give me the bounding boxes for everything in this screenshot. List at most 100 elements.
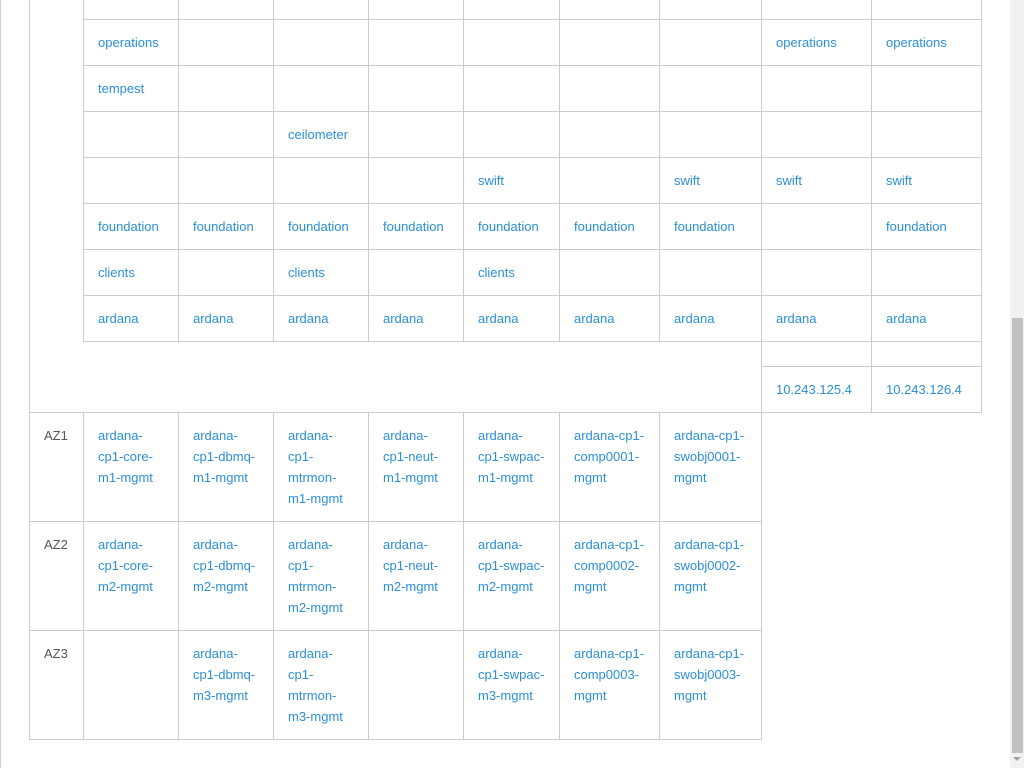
scrollbar-thumb[interactable]: [1012, 318, 1023, 753]
zone-label: AZ2: [29, 521, 84, 631]
service-cell: [368, 65, 464, 112]
service-cell: [659, 0, 762, 20]
host-link[interactable]: ardana-cp1-swobj0001-mgmt: [659, 412, 762, 522]
service-cell[interactable]: swift: [871, 157, 982, 204]
service-cell: [559, 0, 660, 20]
service-cell: [659, 249, 762, 296]
service-cell: [83, 157, 179, 204]
service-cell: [761, 249, 872, 296]
host-link[interactable]: ardana-cp1-dbmq-m1-mgmt: [178, 412, 274, 522]
service-cell[interactable]: foundation: [659, 203, 762, 250]
host-link[interactable]: ardana-cp1-dbmq-m3-mgmt: [178, 630, 274, 740]
service-cell[interactable]: swift: [659, 157, 762, 204]
service-cell[interactable]: operations: [761, 19, 872, 66]
service-cell[interactable]: clients: [463, 249, 560, 296]
host-link[interactable]: ardana-cp1-swpac-m3-mgmt: [463, 630, 560, 740]
service-cell: [463, 0, 560, 20]
service-cell[interactable]: tempest: [83, 65, 179, 112]
host-link[interactable]: ardana-cp1-comp0001-mgmt: [559, 412, 660, 522]
service-cell: [761, 65, 872, 112]
service-cell[interactable]: ardana: [273, 295, 369, 342]
host-link[interactable]: ardana-cp1-core-m1-mgmt: [83, 412, 179, 522]
service-cell[interactable]: ardana: [83, 295, 179, 342]
service-cell: [871, 111, 982, 158]
ip-cell: [871, 341, 982, 367]
service-cell[interactable]: foundation: [871, 203, 982, 250]
service-cell[interactable]: operations: [83, 19, 179, 66]
page-edge: [0, 0, 1, 768]
service-cell: [178, 157, 274, 204]
service-cell: [463, 111, 560, 158]
service-cell[interactable]: foundation: [178, 203, 274, 250]
host-link: [83, 630, 179, 740]
service-cell: [871, 0, 982, 20]
service-cell: [178, 19, 274, 66]
service-cell[interactable]: swift: [761, 157, 872, 204]
host-link[interactable]: ardana-cp1-comp0003-mgmt: [559, 630, 660, 740]
service-cell[interactable]: foundation: [83, 203, 179, 250]
service-cell: [559, 111, 660, 158]
service-cell: [83, 111, 179, 158]
service-cell: [178, 249, 274, 296]
service-cell[interactable]: ardana: [559, 295, 660, 342]
service-cell: [368, 19, 464, 66]
host-link[interactable]: ardana-cp1-dbmq-m2-mgmt: [178, 521, 274, 631]
service-cell: [368, 111, 464, 158]
service-cell: [178, 111, 274, 158]
scroll-down-arrow-icon[interactable]: [1013, 757, 1021, 761]
service-cell: [273, 19, 369, 66]
host-link[interactable]: ardana-cp1-mtrmon-m1-mgmt: [273, 412, 369, 522]
service-cell[interactable]: foundation: [273, 203, 369, 250]
service-cell: [273, 65, 369, 112]
service-cell: [659, 19, 762, 66]
host-link: [368, 630, 464, 740]
service-cell[interactable]: ardana: [871, 295, 982, 342]
service-cell: [871, 249, 982, 296]
service-cell: [559, 65, 660, 112]
host-link[interactable]: ardana-cp1-swobj0002-mgmt: [659, 521, 762, 631]
host-link[interactable]: ardana-cp1-swpac-m2-mgmt: [463, 521, 560, 631]
service-cell[interactable]: swift: [463, 157, 560, 204]
service-cell[interactable]: ardana: [178, 295, 274, 342]
zone-label: AZ1: [29, 412, 84, 522]
host-link[interactable]: ardana-cp1-swpac-m1-mgmt: [463, 412, 560, 522]
service-cell[interactable]: ardana: [463, 295, 560, 342]
service-cell: [463, 65, 560, 112]
service-cell[interactable]: foundation: [368, 203, 464, 250]
service-cell: [871, 65, 982, 112]
service-cell: [659, 65, 762, 112]
ip-cell: [761, 341, 872, 367]
table-border: [29, 0, 30, 413]
service-cell: [83, 0, 179, 20]
service-cell: [273, 157, 369, 204]
service-cell[interactable]: ceilometer: [273, 111, 369, 158]
ip-cell[interactable]: 10.243.126.4: [871, 366, 982, 413]
ip-cell[interactable]: 10.243.125.4: [761, 366, 872, 413]
service-cell: [761, 203, 872, 250]
service-cell[interactable]: clients: [273, 249, 369, 296]
host-link[interactable]: ardana-cp1-swobj0003-mgmt: [659, 630, 762, 740]
service-cell[interactable]: clients: [83, 249, 179, 296]
service-cell: [559, 157, 660, 204]
service-cell[interactable]: ardana: [761, 295, 872, 342]
service-cell[interactable]: foundation: [559, 203, 660, 250]
service-cell: [368, 0, 464, 20]
service-cell: [761, 111, 872, 158]
service-cell: [559, 249, 660, 296]
service-cell: [761, 0, 872, 20]
service-cell[interactable]: operations: [871, 19, 982, 66]
service-cell: [368, 157, 464, 204]
service-cell: [463, 19, 560, 66]
host-link[interactable]: ardana-cp1-mtrmon-m3-mgmt: [273, 630, 369, 740]
service-cell[interactable]: ardana: [659, 295, 762, 342]
host-link[interactable]: ardana-cp1-neut-m2-mgmt: [368, 521, 464, 631]
service-cell[interactable]: foundation: [463, 203, 560, 250]
host-link[interactable]: ardana-cp1-comp0002-mgmt: [559, 521, 660, 631]
service-cell[interactable]: ardana: [368, 295, 464, 342]
service-cell: [178, 65, 274, 112]
vertical-scrollbar[interactable]: [1010, 0, 1024, 768]
host-link[interactable]: ardana-cp1-neut-m1-mgmt: [368, 412, 464, 522]
host-link[interactable]: ardana-cp1-mtrmon-m2-mgmt: [273, 521, 369, 631]
host-link[interactable]: ardana-cp1-core-m2-mgmt: [83, 521, 179, 631]
